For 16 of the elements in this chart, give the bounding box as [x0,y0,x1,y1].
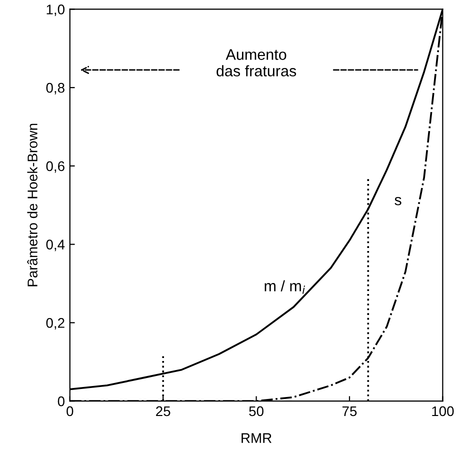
y-tick-label: 0,2 [46,318,64,330]
y-tick-label: 0 [58,396,64,406]
x-tick-label: 25 [156,406,170,416]
y-tick-label: 0,8 [46,82,64,94]
x-tick-label: 100 [432,406,454,416]
annotation: Aumento das fraturas [216,49,296,76]
y-tick-label: 0,4 [46,240,65,252]
x-tick-label: 0 [66,406,74,416]
y-tick-label: 0,6 [46,161,64,173]
x-tick-label: 50 [249,406,264,416]
x-tick-label: 75 [342,406,357,416]
x-axis-title: RMR [242,433,272,443]
y-axis-title: Parâmetro de Hoek-Brown [27,124,38,286]
series-label: m / m$_{i}$ [264,280,306,294]
y-tick-label: 1,0 [46,4,64,16]
series-label: s [394,196,402,206]
